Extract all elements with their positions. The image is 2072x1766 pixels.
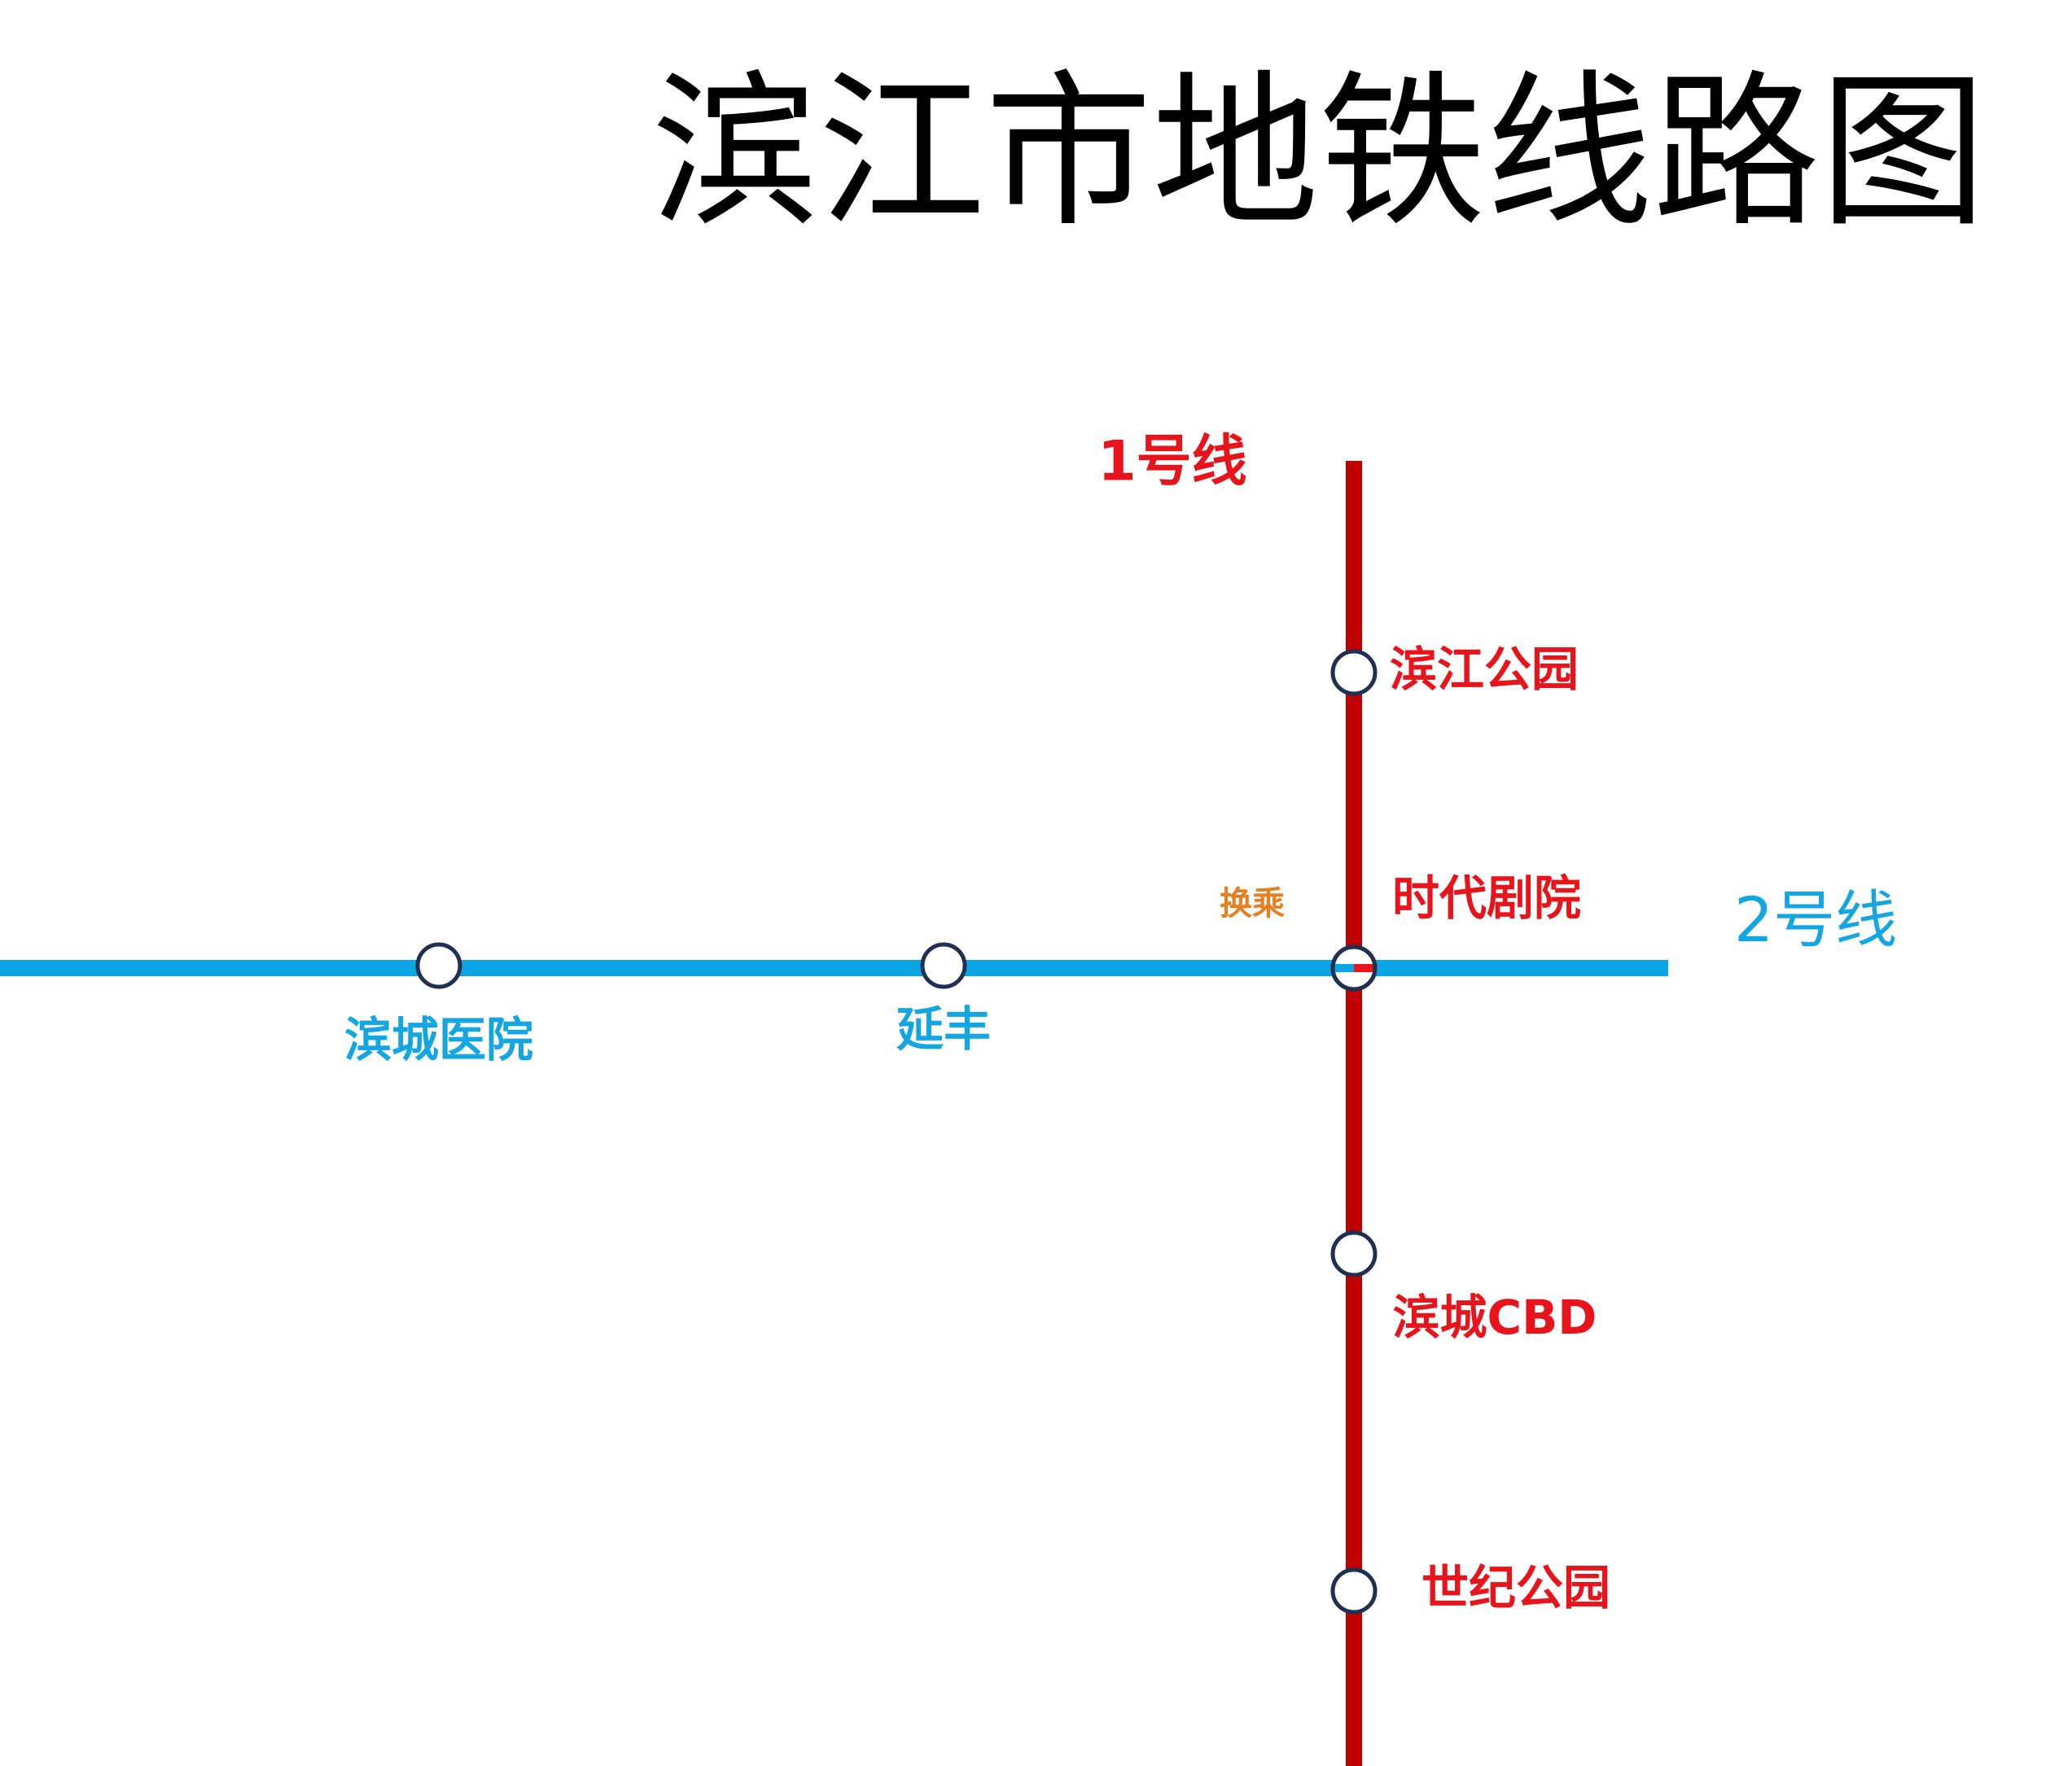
station-label: 时代剧院 bbox=[1392, 870, 1581, 926]
station-label: 滨城CBD bbox=[1393, 1290, 1597, 1345]
station bbox=[920, 942, 967, 989]
station bbox=[1330, 1230, 1378, 1277]
station-label: 世纪公园 bbox=[1421, 1560, 1610, 1615]
station-label: 滨江公园 bbox=[1390, 642, 1579, 697]
line-label: 2号线 bbox=[1734, 883, 1897, 956]
interchange-ring bbox=[1330, 944, 1378, 992]
station-label: 延丰 bbox=[896, 1001, 991, 1057]
map-title: 滨江市地铁线路图 bbox=[651, 56, 1987, 250]
line-label: 1号线 bbox=[1097, 430, 1246, 494]
transfer-label: 换乘 bbox=[1220, 885, 1285, 922]
station bbox=[1330, 1567, 1378, 1615]
station bbox=[1330, 649, 1378, 696]
station bbox=[415, 942, 462, 989]
station-label: 滨城医院 bbox=[344, 1012, 533, 1067]
